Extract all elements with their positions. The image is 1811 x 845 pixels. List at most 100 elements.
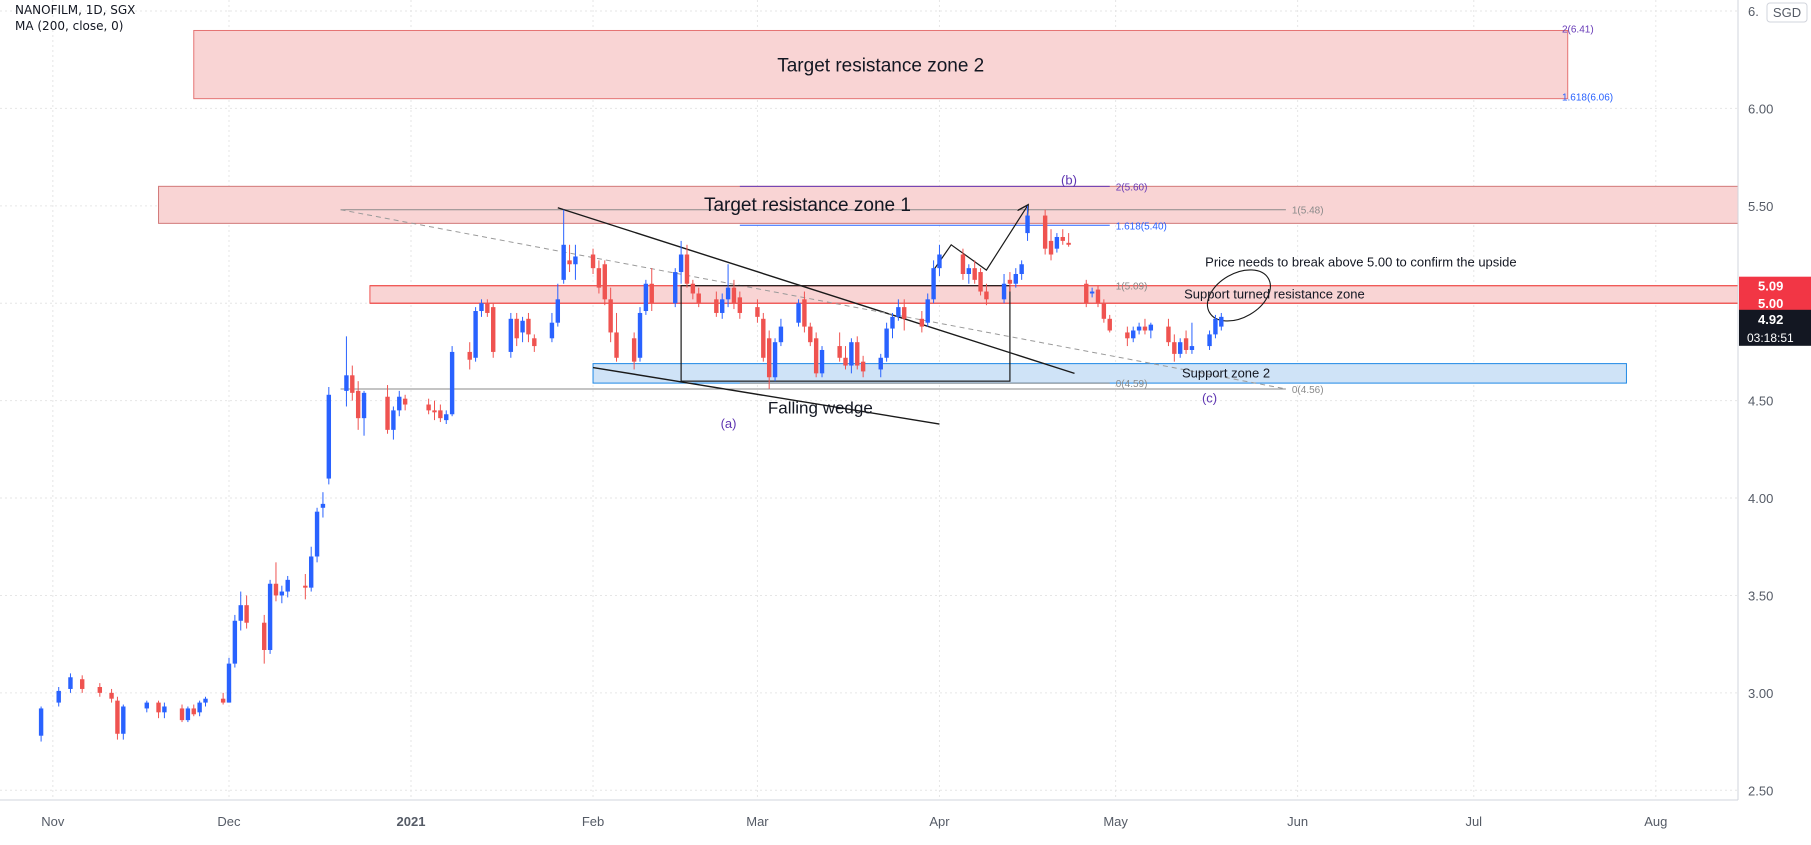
candle-body [303,585,308,588]
candle-body [925,299,930,323]
candle-body [526,318,531,335]
level-1-text: 5.09 [1758,279,1783,294]
zones [158,29,1739,384]
candle-body [778,326,784,343]
price-tick-label: 4.50 [1748,394,1773,409]
candle-body [1048,240,1054,255]
candle-body [643,283,649,312]
candle-body [56,690,61,703]
support-turned-resistance-label: Support turned resistance zone [1184,286,1365,301]
price-axis-panel [1738,0,1811,840]
candle-body [608,299,613,333]
price-tick-label: 3.50 [1748,588,1773,603]
candle-body [444,414,449,421]
candle-body [179,708,185,721]
candle-body [344,375,349,391]
candle-body [156,702,161,713]
annotations: Target resistance zone 2 Target resistanc… [704,56,1517,431]
price-note-label: Price needs to break above 5.00 to confi… [1205,254,1516,269]
candle-body [508,318,514,352]
candles [38,205,1224,742]
time-tick-label: Aug [1644,814,1667,829]
candle-body [567,260,572,265]
support-zone-2 [592,363,1627,384]
candle-body [144,702,149,709]
candle-body [561,244,566,280]
candle-body [1142,326,1148,331]
candle-body [479,303,484,312]
candle-body [714,299,719,313]
candle-body [109,692,114,699]
candle-body [320,503,326,508]
candle-body [808,326,813,343]
candle-body [232,620,238,664]
time-tick-label: May [1103,814,1128,829]
candle-body [796,303,801,323]
wave-a-label: (a) [721,416,737,431]
candle-body [80,679,85,689]
price-tick-label: 3.00 [1748,686,1773,701]
wedge-upper-line [557,207,1075,375]
candle-body [919,318,925,327]
candle-body [602,264,607,300]
candle-body [590,254,596,269]
candle-body [121,706,126,734]
candle-body [802,299,807,327]
price-tick-label: 4.00 [1748,491,1773,506]
candle-body [772,342,778,378]
candle-body [514,318,519,339]
dashed-trend-line [340,209,1286,390]
candle-body [696,293,701,304]
candle-body [162,706,167,713]
candle-body [1172,342,1177,354]
candle-body [684,254,690,284]
fib-levels: 2(6.41) 1.618(6.06) 2(5.60) 1.618(5.40) 1(5.… [340,25,1613,396]
candle-body [1148,324,1154,331]
candle-body [38,708,44,736]
candle-body [1054,236,1060,249]
symbol-title[interactable]: NANOFILM, 1D, SGX [15,3,136,17]
fib-level-label: 0(4.56) [1292,385,1324,396]
price-tick-label: 6.00 [1748,101,1773,116]
candle-body [244,605,249,623]
candle-body [1189,346,1195,350]
candle-body [860,361,866,372]
candle-body [1089,291,1095,294]
time-tick-label: Apr [929,814,950,829]
candle-body [1066,242,1071,245]
candle-body [385,396,390,430]
candle-body [68,677,73,689]
indicator-label[interactable]: MA (200, close, 0) [15,19,124,33]
candle-body [1013,274,1018,284]
candle-body [203,698,208,703]
fib-level-label: 1(5.48) [1292,206,1324,217]
candle-body [1207,334,1212,347]
price-tick-label: 2.50 [1748,783,1773,798]
candle-body [596,268,602,288]
candle-body [1166,326,1171,343]
candle-body [1095,289,1101,304]
candle-body [1131,330,1136,339]
candle-body [438,410,443,419]
falling-wedge-label: Falling wedge [768,398,873,417]
candle-body [931,268,936,300]
candle-body [1125,332,1130,339]
fib-level-label: 2(6.41) [1562,25,1594,36]
candle-body [226,663,232,703]
candle-body [573,256,578,265]
candle-body [314,511,320,557]
candle-body [402,398,408,405]
candle-body [555,299,561,323]
candle-body [273,583,279,596]
price-tick-label: 6. [1748,4,1759,19]
resistance-zone-1-label: Target resistance zone 1 [704,195,911,216]
candle-body [673,272,678,304]
candle-body [308,556,314,588]
candle-body [978,272,983,292]
candle-body [432,410,437,413]
candle-body [649,283,654,304]
resistance-zone-2 [193,29,1569,100]
time-tick-label: Dec [217,814,241,829]
candle-body [97,687,103,693]
